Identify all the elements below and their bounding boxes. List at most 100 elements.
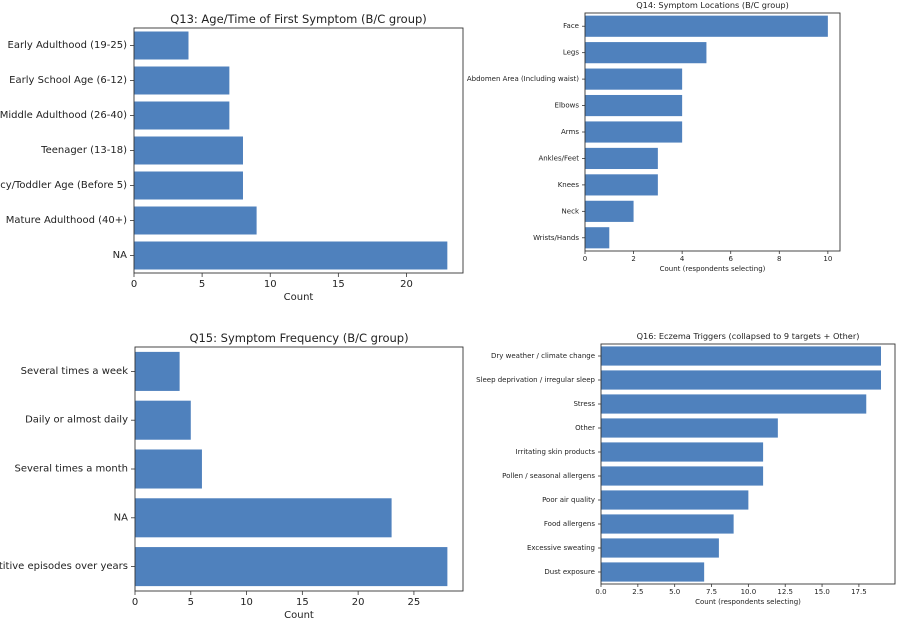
chart-q16: Q16: Eczema Triggers (collapsed to 9 tar… [476,331,896,606]
chart-q16-axes-frame [600,343,896,585]
chart-q13-category-labels: Early Adulthood (19-25) Early School Age … [0,40,134,261]
x-tick-label: 0 [131,279,137,290]
category-label: Stress [573,400,595,408]
chart-q15-bars [135,351,448,587]
bar [134,171,243,200]
x-tick-label: 17.5 [851,588,867,596]
chart-q16-bars [601,346,881,582]
bar [585,121,683,143]
bar [601,346,881,366]
bar [601,514,734,534]
bar [601,418,778,438]
category-label: Other [575,424,595,432]
bar [585,15,828,37]
category-label: NA [114,512,128,523]
x-tick-label: 7.5 [706,588,717,596]
chart-q14-bars [585,15,828,249]
category-label: Irritating skin products [516,448,596,456]
x-tick-label: 0.0 [595,588,606,596]
chart-q14-x-ticks: 0 2 4 6 8 10 [583,251,832,263]
category-label: Poor air quality [542,496,595,504]
chart-q14-xlabel: Count (respondents selecting) [660,265,766,273]
category-label: Mature Adulthood (40+) [6,215,127,226]
chart-q16-x-ticks: 0.0 2.5 5.0 7.5 10.0 12.5 15.0 17.5 [595,584,867,596]
category-label: Early School Age (6-12) [9,75,127,86]
category-label: Face [563,22,579,30]
bar [585,200,634,222]
x-tick-label: 15.0 [814,588,830,596]
bar [585,227,610,249]
category-label: Food allergens [544,520,595,528]
category-label: Neck [562,207,580,215]
chart-q15-axes-frame [134,346,464,592]
bar [134,206,257,235]
category-label: Wrists/Hands [533,234,579,242]
chart-q15: Q15: Symptom Frequency (B/C group) Count… [0,331,464,618]
chart-q14-category-labels: Face Legs Abdomen Area (Including waist) El… [467,22,585,242]
category-label: Middle Adulthood (26-40) [0,110,127,121]
chart-q15-category-labels: Several times a week Daily or almost dail… [0,366,135,572]
x-tick-label: 10.0 [741,588,757,596]
x-tick-label: 5 [188,597,194,608]
x-tick-label: 0 [583,255,587,263]
category-label: Dust exposure [544,568,595,576]
x-tick-label: 4 [680,255,685,263]
category-label: Excessive sweating [527,544,595,552]
chart-q13-bars [134,31,448,270]
category-label: Arms [561,128,579,136]
chart-q16-xlabel: Count (respondents selecting) [695,598,801,606]
category-label: Infancy/Toddler Age (Before 5) [0,180,127,191]
category-label: Elbows [555,102,580,110]
x-tick-label: 2 [631,255,635,263]
chart-q14-axes-frame [584,12,841,252]
bar [585,94,683,117]
bar [134,101,230,130]
bar [601,370,881,390]
x-tick-label: 20 [400,279,413,290]
chart-q14-title: Q14: Symptom Locations (B/C group) [636,0,789,10]
bar [585,174,658,196]
category-label: Knees [558,181,580,189]
chart-q13-x-ticks: 0 5 10 15 20 [131,273,413,290]
bar [601,394,867,414]
category-label: NA [113,250,127,261]
x-tick-label: 2.5 [632,588,643,596]
bar [135,351,180,391]
category-label: Repetitive episodes over years [0,561,128,572]
chart-q15-title: Q15: Symptom Frequency (B/C group) [189,331,408,345]
x-tick-label: 6 [728,255,733,263]
x-tick-label: 5 [199,279,205,290]
bar [135,449,202,489]
x-tick-label: 15 [296,597,309,608]
chart-q13-axes-frame [133,27,464,274]
bar [135,400,191,440]
bar [601,442,764,462]
bar [601,562,705,582]
bar [601,538,719,558]
chart-q14: Q14: Symptom Locations (B/C group) Count… [467,0,841,273]
bar [585,68,683,90]
x-tick-label: 20 [352,597,365,608]
x-tick-label: 12.5 [777,588,793,596]
category-label: Abdomen Area (Including waist) [467,75,579,83]
chart-q13: Q13: Age/Time of First Symptom (B/C grou… [0,12,464,303]
bar [601,466,764,486]
bar [134,66,230,95]
category-label: Legs [563,49,580,57]
category-label: Sleep deprivation / irregular sleep [476,376,595,384]
bar [135,498,392,538]
category-label: Teenager (13-18) [40,145,127,156]
bar [134,31,189,60]
x-tick-label: 25 [408,597,421,608]
bar [134,136,243,165]
x-tick-label: 0 [132,597,138,608]
bar [135,547,448,587]
category-label: Early Adulthood (19-25) [8,40,128,51]
category-label: Ankles/Feet [538,154,579,162]
x-tick-label: 8 [777,255,781,263]
x-tick-label: 5.0 [669,588,680,596]
x-tick-label: 10 [823,255,832,263]
chart-q15-x-ticks: 0 5 10 15 20 25 [132,591,420,608]
category-label: Several times a month [14,464,128,475]
